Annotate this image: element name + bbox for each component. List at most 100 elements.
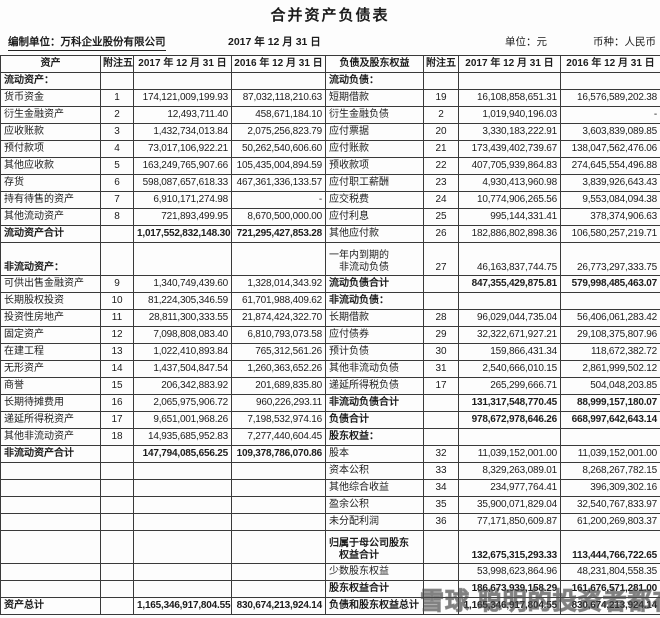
asset-note-cell: 4	[100, 140, 134, 158]
asset-value-2017-cell	[133, 242, 232, 276]
meta-row: 编制单位：万科企业股份有限公司 2017 年 12 月 31 日 单位：元 币种…	[0, 34, 660, 51]
asset-label-cell: 可供出售金融资产	[0, 275, 101, 293]
table-row: 衍生金融资产 2 12,493,711.40 458,671,184.10 衍生金融负债…	[0, 106, 660, 124]
asset-label-cell: 在建工程	[0, 343, 101, 361]
liability-value-2017-cell: 847,355,429,875.81	[458, 275, 561, 293]
liability-value-2016-cell: 56,406,061,283.42	[560, 309, 660, 327]
asset-note-cell: 18	[100, 428, 134, 446]
asset-value-2017-cell: 9,651,001,968.26	[133, 411, 232, 429]
table-row: 其他综合收益 34 234,977,764.41 396,309,302.16	[0, 479, 660, 497]
liability-value-2017-cell: 234,977,764.41	[458, 479, 561, 497]
liability-value-2017-cell: 3,330,183,222.91	[458, 123, 561, 141]
asset-label-cell: 非流动资产合计	[0, 445, 101, 463]
liability-value-2016-cell: 11,039,152,001.00	[560, 445, 660, 463]
asset-label-cell: 长期股权投资	[0, 292, 101, 310]
asset-value-2016-cell	[231, 513, 326, 531]
liability-value-2017-cell: 32,322,671,927.21	[458, 326, 561, 344]
balance-sheet-table: 资产 附注五 2017 年 12 月 31 日 2016 年 12 月 31 日…	[0, 55, 660, 615]
asset-note-cell	[100, 513, 134, 531]
assets-2016-column-header: 2016 年 12 月 31 日	[231, 55, 326, 73]
asset-value-2016-cell: 6,810,793,073.58	[231, 326, 326, 344]
table-row: 无形资产 14 1,437,504,847.54 1,260,363,652.26 其他…	[0, 360, 660, 378]
asset-value-2017-cell: 7,098,808,083.40	[133, 326, 232, 344]
table-row: 存货 6 598,087,657,618.33 467,361,336,133.57 应…	[0, 174, 660, 192]
asset-value-2016-cell	[231, 462, 326, 480]
liability-label-cell: 股本	[325, 445, 424, 463]
asset-value-2017-cell: 6,910,171,274.98	[133, 191, 232, 209]
asset-note-cell	[100, 496, 134, 514]
asset-label-cell: 流动资产合计	[0, 225, 101, 243]
asset-note-cell	[100, 597, 134, 615]
table-row: 投资性房地产 11 28,811,300,333.55 21,874,424,322.…	[0, 309, 660, 327]
liability-value-2016-cell: 118,672,382.72	[560, 343, 660, 361]
asset-value-2017-cell	[133, 496, 232, 514]
liability-label-cell: 短期借款	[325, 89, 424, 107]
liability-value-2016-cell: 29,108,375,807.96	[560, 326, 660, 344]
liability-label-cell: 非流动负债：	[325, 292, 424, 310]
asset-value-2017-cell: 28,811,300,333.55	[133, 309, 232, 327]
asset-value-2016-cell	[231, 479, 326, 497]
liability-note-cell: 22	[423, 157, 459, 175]
liability-value-2016-cell: 396,309,302.16	[560, 479, 660, 497]
table-row: 持有待售的资产 7 6,910,171,274.98- 应交税费 24 10,774,90…	[0, 191, 660, 209]
asset-note-cell: 11	[100, 309, 134, 327]
liability-label-cell: 资本公积	[325, 462, 424, 480]
liability-note-cell: 28	[423, 309, 459, 327]
table-row: 盈余公积 35 35,900,071,829.04 32,540,767,833.97	[0, 496, 660, 514]
liability-note-cell	[423, 563, 459, 581]
asset-value-2016-cell: -	[231, 191, 326, 209]
asset-note-cell	[100, 563, 134, 581]
liability-value-2016-cell: 113,444,766,722.65	[560, 530, 660, 564]
asset-value-2016-cell: 1,260,363,652.26	[231, 360, 326, 378]
liabilities-column-header: 负债及股东权益	[325, 55, 424, 73]
liability-label-cell: 少数股东权益	[325, 563, 424, 581]
liability-note-cell	[423, 411, 459, 429]
liability-value-2016-cell: 668,997,642,643.14	[560, 411, 660, 429]
liability-note-cell	[423, 597, 459, 615]
asset-value-2017-cell	[133, 479, 232, 497]
asset-value-2017-cell: 1,022,410,893.84	[133, 343, 232, 361]
liability-value-2017-cell: 35,900,071,829.04	[458, 496, 561, 514]
asset-value-2017-cell	[133, 580, 232, 598]
asset-note-cell	[100, 479, 134, 497]
liability-label-cell: 预计负债	[325, 343, 424, 361]
asset-value-2017-cell: 73,017,106,922.21	[133, 140, 232, 158]
liability-label-cell: 应交税费	[325, 191, 424, 209]
asset-note-cell: 15	[100, 377, 134, 395]
liability-label-cell: 流动负债合计	[325, 275, 424, 293]
asset-label-cell: 商誉	[0, 377, 101, 395]
asset-value-2017-cell: 174,121,009,199.93	[133, 89, 232, 107]
asset-value-2017-cell: 206,342,883.92	[133, 377, 232, 395]
liabilities-note-column-header: 附注五	[423, 55, 459, 73]
liability-label-cell: 负债合计	[325, 411, 424, 429]
liability-value-2016-cell	[560, 428, 660, 446]
liability-value-2016-cell: 106,580,257,219.71	[560, 225, 660, 243]
asset-value-2016-cell: 201,689,835.80	[231, 377, 326, 395]
asset-note-cell: 9	[100, 275, 134, 293]
asset-value-2017-cell: 1,340,749,439.60	[133, 275, 232, 293]
table-row: 其他流动资产 8 721,893,499.95 8,670,500,000.00 应付利…	[0, 208, 660, 226]
liability-note-cell: 21	[423, 140, 459, 158]
table-row: 长期股权投资 10 81,224,305,346.59 61,701,988,409.…	[0, 292, 660, 310]
asset-value-2017-cell: 721,893,499.95	[133, 208, 232, 226]
asset-label-cell: 其他应收款	[0, 157, 101, 175]
liability-value-2016-cell: 378,374,906.63	[560, 208, 660, 226]
asset-value-2016-cell: 1,328,014,343.92	[231, 275, 326, 293]
asset-label-cell: 其他流动资产	[0, 208, 101, 226]
asset-value-2016-cell: 105,435,004,894.59	[231, 157, 326, 175]
liability-label-cell: 应付债券	[325, 326, 424, 344]
asset-value-2016-cell: 458,671,184.10	[231, 106, 326, 124]
asset-value-2017-cell	[133, 563, 232, 581]
table-row: 固定资产 12 7,098,808,083.40 6,810,793,073.58 应付…	[0, 326, 660, 344]
asset-value-2017-cell: 1,017,552,832,148.30	[133, 225, 232, 243]
asset-value-2016-cell: 721,295,427,853.28	[231, 225, 326, 243]
asset-value-2016-cell	[231, 563, 326, 581]
asset-value-2016-cell: 7,277,440,604.45	[231, 428, 326, 446]
liability-value-2017-cell: 995,144,331.41	[458, 208, 561, 226]
report-date-label: 2017 年 12 月 31 日	[228, 36, 321, 48]
liability-value-2017-cell	[458, 428, 561, 446]
liability-value-2017-cell: 978,672,978,646.26	[458, 411, 561, 429]
liability-label-cell: 归属于母公司股东 权益合计	[325, 530, 424, 564]
asset-note-cell: 16	[100, 394, 134, 412]
liability-note-cell	[423, 428, 459, 446]
